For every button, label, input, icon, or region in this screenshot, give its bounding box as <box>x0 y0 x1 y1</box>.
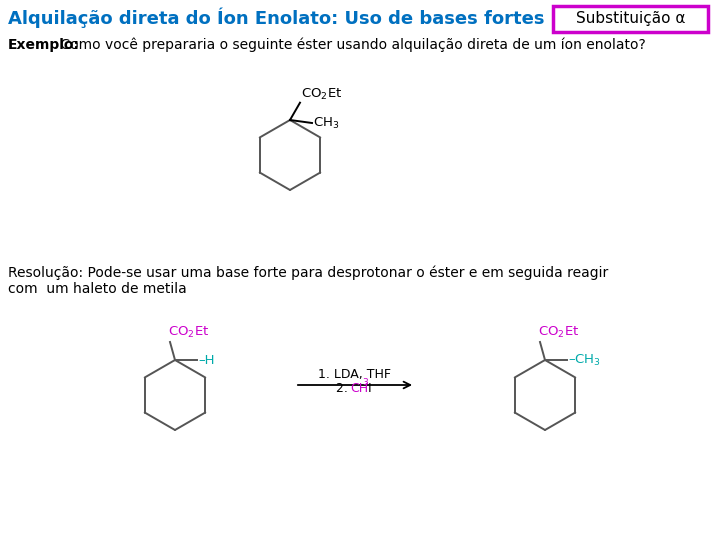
Text: CH$_3$: CH$_3$ <box>313 116 339 131</box>
Text: Exemplo:: Exemplo: <box>8 38 80 52</box>
Text: CO$_2$Et: CO$_2$Et <box>538 325 580 340</box>
Text: Substituição α: Substituição α <box>576 11 685 26</box>
Text: Resolução: Pode-se usar uma base forte para desprotonar o éster e em seguida rea: Resolução: Pode-se usar uma base forte p… <box>8 265 608 280</box>
Text: 2.: 2. <box>336 382 352 395</box>
Text: CH: CH <box>350 382 368 395</box>
Text: Alquilação direta do Íon Enolato: Uso de bases fortes: Alquilação direta do Íon Enolato: Uso de… <box>8 7 544 28</box>
FancyBboxPatch shape <box>553 6 708 32</box>
Text: Como você prepararia o seguinte éster usando alquilação direta de um íon enolato: Como você prepararia o seguinte éster us… <box>56 38 646 52</box>
Text: –H: –H <box>198 354 215 367</box>
Text: CO$_2$Et: CO$_2$Et <box>301 86 343 102</box>
Text: 3: 3 <box>362 378 368 387</box>
Text: CO$_2$Et: CO$_2$Et <box>168 325 210 340</box>
Text: com  um haleto de metila: com um haleto de metila <box>8 282 186 296</box>
Text: 1. LDA, THF: 1. LDA, THF <box>318 368 392 381</box>
Text: I: I <box>368 382 372 395</box>
Text: –CH$_3$: –CH$_3$ <box>568 353 601 368</box>
